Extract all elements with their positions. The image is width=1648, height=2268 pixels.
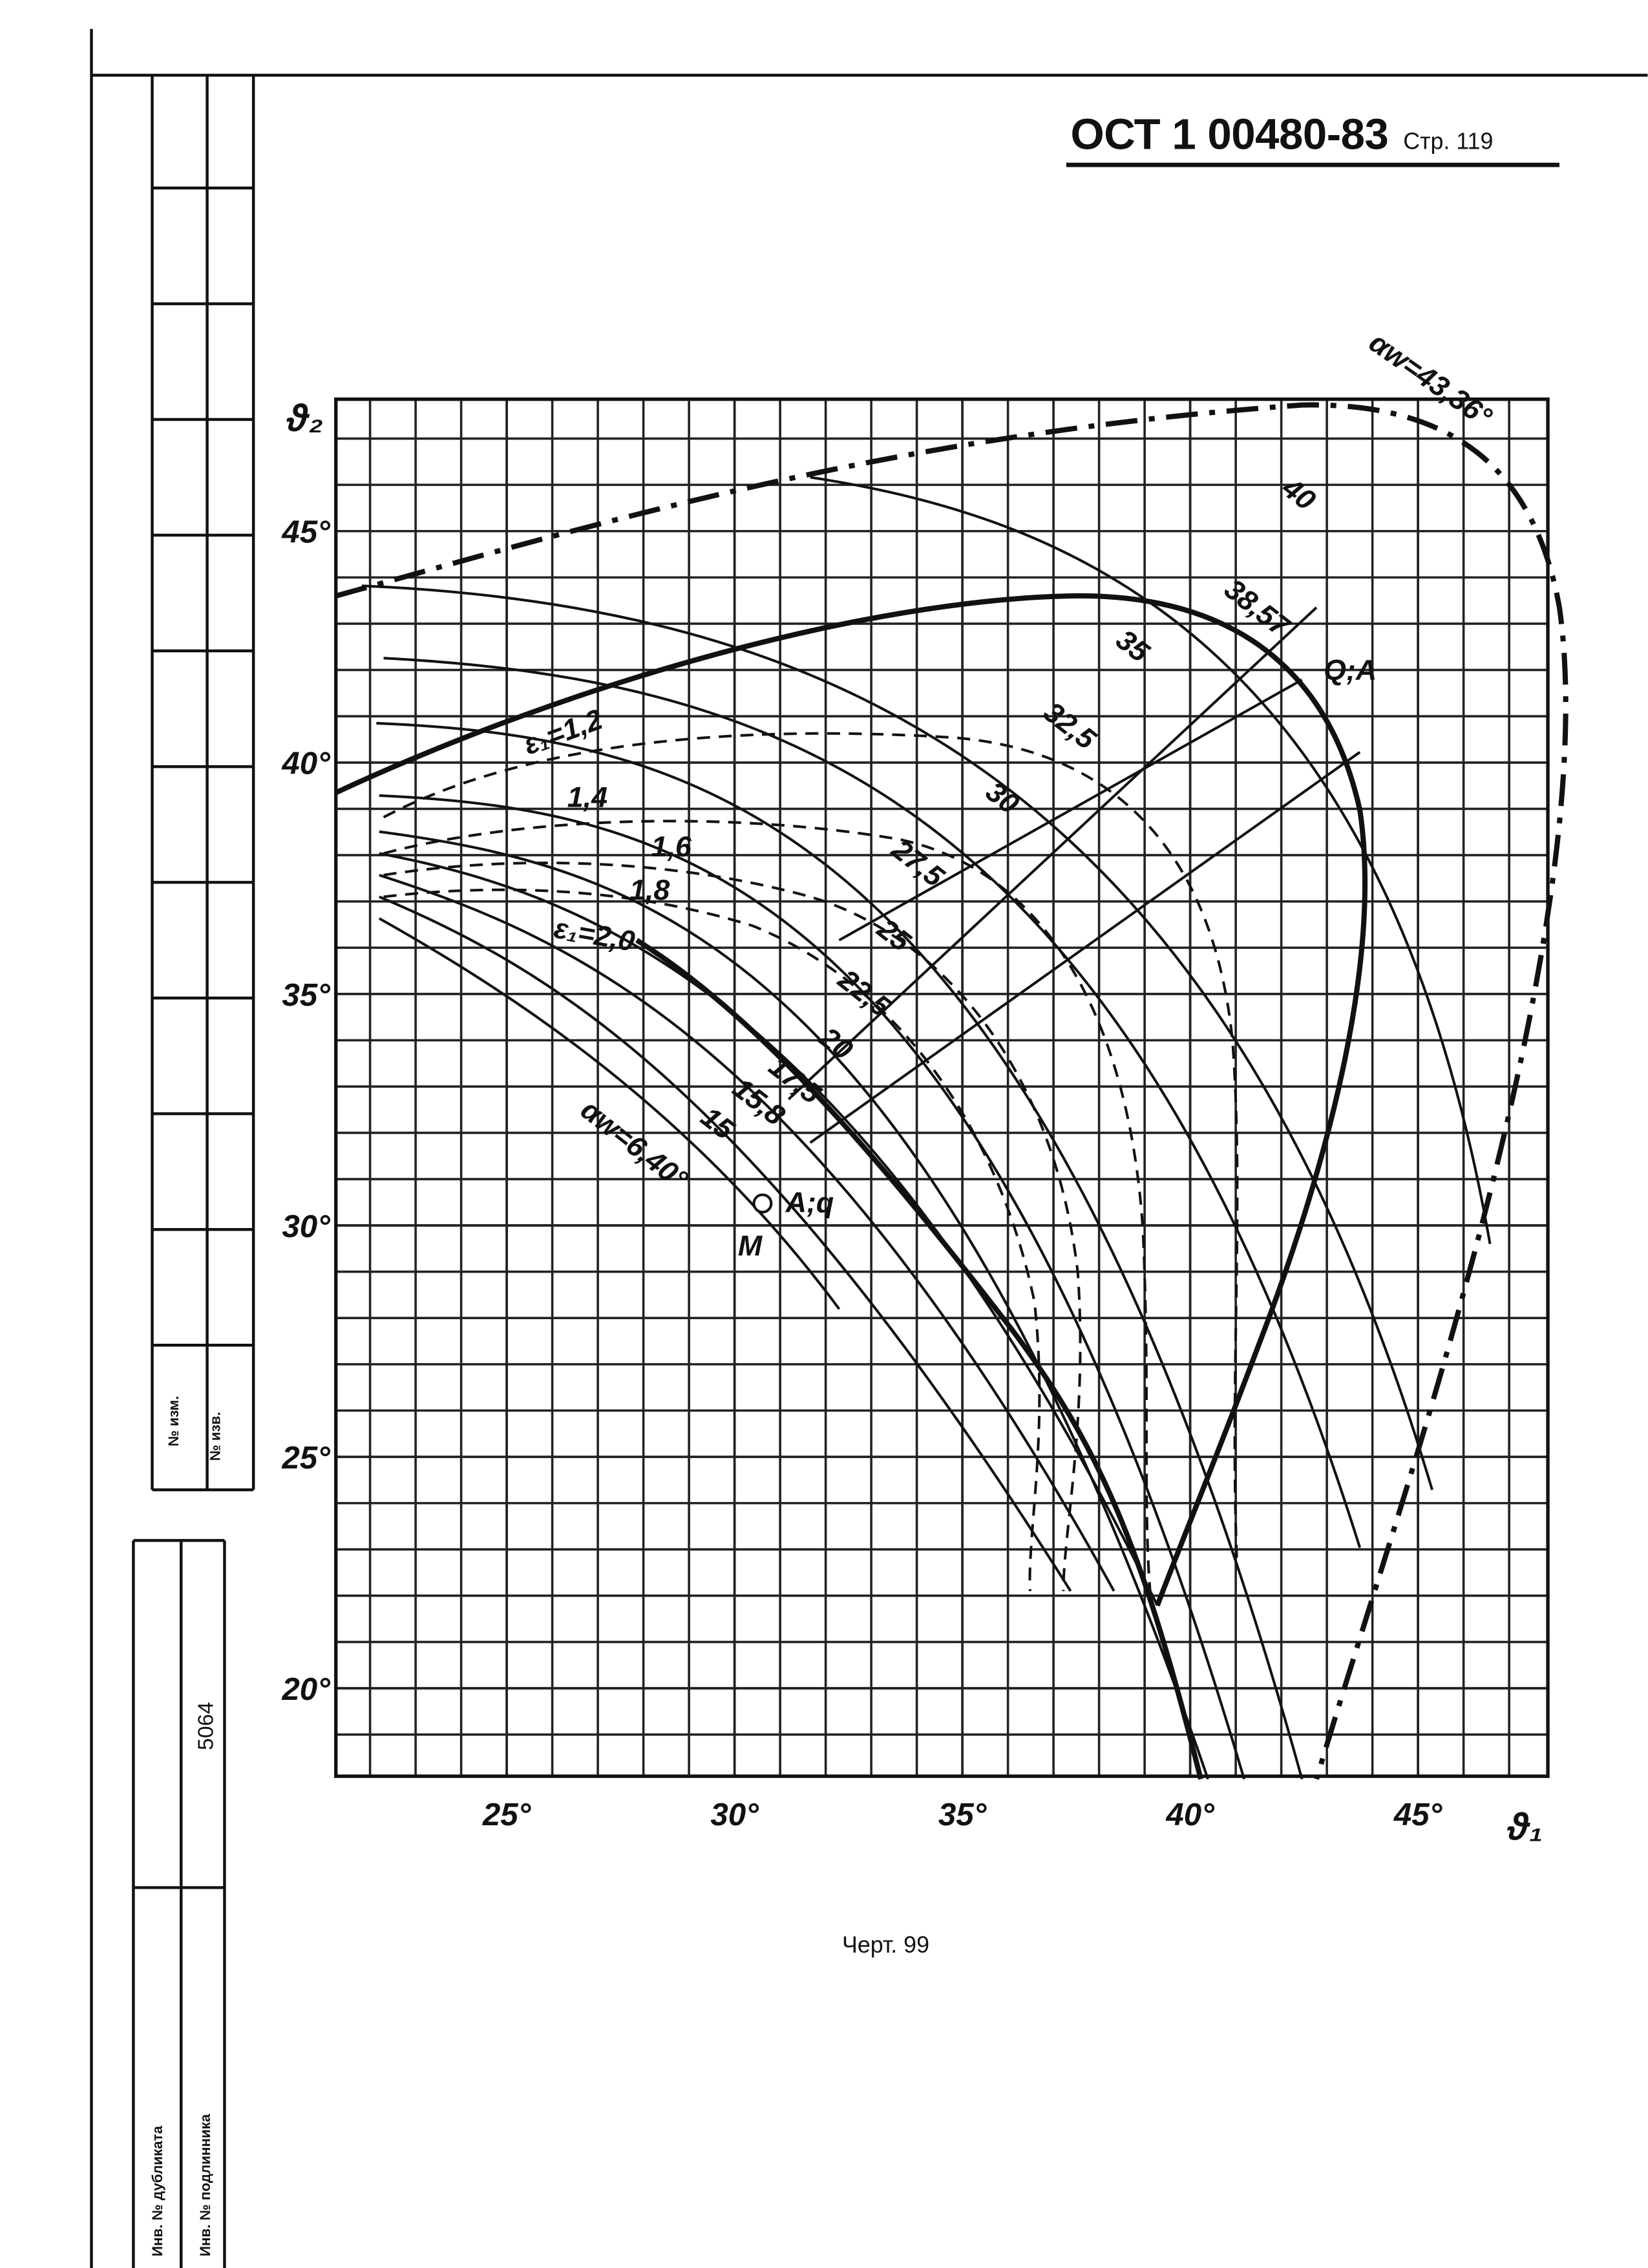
isoline — [383, 820, 1152, 1591]
isoline — [810, 476, 1492, 1244]
isoline — [378, 917, 841, 1310]
original-inv-value: 5064 — [194, 1702, 218, 1750]
x-axis-label: ϑ₁ — [1506, 1807, 1543, 1849]
isolines — [335, 402, 1569, 1780]
isoline — [379, 830, 1210, 1780]
x-tick-label: 45° — [1393, 1797, 1442, 1832]
isoline — [635, 938, 1203, 1780]
curve-label: A;q — [785, 1186, 834, 1218]
duplicate-inv-label: Инв. № дубликата — [149, 2126, 165, 2257]
curve-label: 38,57 — [1218, 573, 1296, 644]
y-tick-label: 45° — [281, 514, 330, 550]
isoline — [379, 895, 1072, 1592]
x-tick-label: 40° — [1165, 1797, 1214, 1832]
isoline — [379, 874, 1115, 1592]
curve-label: 20 — [813, 1021, 859, 1066]
curve-label: Q;A — [1324, 654, 1377, 686]
plot-border — [334, 397, 1550, 1778]
x-tick-label: 30° — [710, 1797, 759, 1832]
caption: Черт. 99 — [842, 1932, 929, 1958]
curve-label: αw=6,40° — [575, 1094, 694, 1196]
guide-line — [809, 751, 1361, 1144]
curve-label: 1,8 — [629, 874, 670, 906]
curve-label: 40 — [1276, 471, 1322, 517]
y-tick-label: 25° — [281, 1440, 330, 1476]
curve-label: 1,6 — [651, 831, 692, 863]
curve-label: 1,4 — [567, 781, 607, 814]
isoline — [335, 593, 1368, 1607]
y-tick-label: 35° — [282, 977, 330, 1013]
grid — [335, 399, 1548, 1777]
standard-number: ОСТ 1 00480-83 — [1071, 111, 1389, 159]
x-tick-label: 35° — [938, 1797, 987, 1832]
curve-label: αw=43,36° — [1364, 326, 1499, 434]
y-tick-label: 20° — [281, 1671, 330, 1707]
point-m — [752, 1193, 773, 1214]
original-inv-label: Инв. № подлинника — [197, 2114, 213, 2256]
isoline — [383, 732, 1239, 1562]
isoline — [361, 584, 1433, 1490]
curve-label: 30 — [980, 775, 1025, 820]
guide-line — [838, 679, 1303, 942]
curve-label: 35 — [1110, 623, 1156, 669]
y-tick-label: 30° — [282, 1209, 330, 1244]
change-no-label: № изм. — [165, 1396, 182, 1447]
isoline — [383, 862, 1082, 1591]
curve-label: 32,5 — [1038, 695, 1103, 756]
curve-label: M — [738, 1229, 763, 1262]
isoline — [379, 852, 1159, 1606]
y-tick-label: 40° — [281, 746, 330, 781]
page-number: Стр. 119 — [1403, 129, 1493, 154]
y-axis-label: ϑ₂ — [286, 397, 324, 440]
frame — [90, 28, 1648, 2268]
notice-no-label: № изв. — [207, 1412, 224, 1461]
isoline — [376, 721, 1304, 1780]
isoline — [379, 794, 1246, 1780]
isoline — [335, 402, 1569, 1780]
isoline — [383, 657, 1362, 1549]
x-tick-label: 25° — [482, 1797, 531, 1832]
guide-line — [787, 606, 1318, 1101]
